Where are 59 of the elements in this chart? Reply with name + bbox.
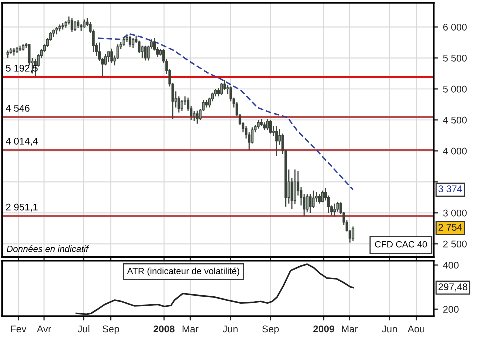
y-tick-label: 200	[443, 306, 459, 314]
candlestick	[334, 203, 336, 218]
x-tick-label: Fev	[11, 326, 27, 333]
candlestick	[306, 194, 309, 212]
x-tick-label: Jun	[222, 326, 238, 333]
annotation: 3 374	[438, 186, 462, 193]
candlestick	[70, 17, 74, 33]
y-tick-label: 4 500	[443, 116, 467, 124]
candlestick	[309, 194, 312, 214]
x-tick-label: 2008	[154, 326, 175, 333]
x-tick-label: Sep	[262, 326, 280, 335]
candlestick	[128, 35, 132, 48]
annotation: CFD CAC 40	[375, 241, 428, 248]
candlestick	[294, 169, 297, 205]
x-tick-label: Sep	[102, 326, 120, 335]
candlestick	[193, 110, 196, 122]
x-tick-label: Jun	[382, 326, 398, 333]
x-tick-label: Jul	[78, 325, 90, 333]
candlestick	[269, 120, 272, 134]
line-series	[98, 33, 354, 191]
annotation: 297,48	[438, 284, 468, 292]
x-tick-label: Avr	[37, 326, 52, 333]
candlestick	[208, 97, 211, 108]
candlestick	[318, 194, 321, 204]
y-tick-label: 400	[443, 262, 459, 269]
ref-line-label: 4 014,4	[6, 138, 38, 146]
y-tick-label: 2 500	[443, 240, 467, 248]
x-tick-label: Mar	[182, 326, 199, 333]
candlestick	[224, 80, 226, 91]
candlestick	[352, 226, 355, 242]
y-tick-label: 6 000	[443, 24, 467, 31]
x-tick-label: 2009	[314, 326, 334, 333]
candlestick	[220, 82, 224, 96]
candlestick	[108, 51, 110, 64]
y-tick-label: 4 000	[443, 148, 467, 155]
annotation: ATR (indicateur de volatilité)	[127, 268, 240, 276]
candlestick	[141, 45, 144, 59]
candlestick	[196, 110, 199, 124]
line-series	[76, 264, 354, 316]
candlestick	[74, 20, 77, 32]
candlestick	[144, 45, 147, 62]
ref-line-label: 4 546	[6, 105, 30, 112]
candlestick	[180, 100, 184, 112]
candlestick	[266, 118, 270, 131]
y-tick-label: 5 000	[443, 86, 467, 93]
ref-line-label: 2 951,1	[6, 204, 38, 212]
y-tick-label: 5 500	[443, 54, 467, 62]
y-tick-label: 3 000	[443, 210, 467, 217]
candlestick	[126, 34, 129, 43]
candlestick	[312, 190, 315, 209]
candlestick	[18, 45, 22, 52]
annotation: Données en indicatif	[6, 246, 90, 252]
x-tick-label: Aou	[408, 326, 425, 333]
annotation: 2 754	[438, 224, 462, 231]
candlestick	[138, 40, 141, 54]
candlestick	[132, 38, 135, 49]
candlestick	[110, 48, 114, 64]
x-tick-label: Mar	[342, 326, 358, 333]
candlestick	[276, 126, 278, 157]
